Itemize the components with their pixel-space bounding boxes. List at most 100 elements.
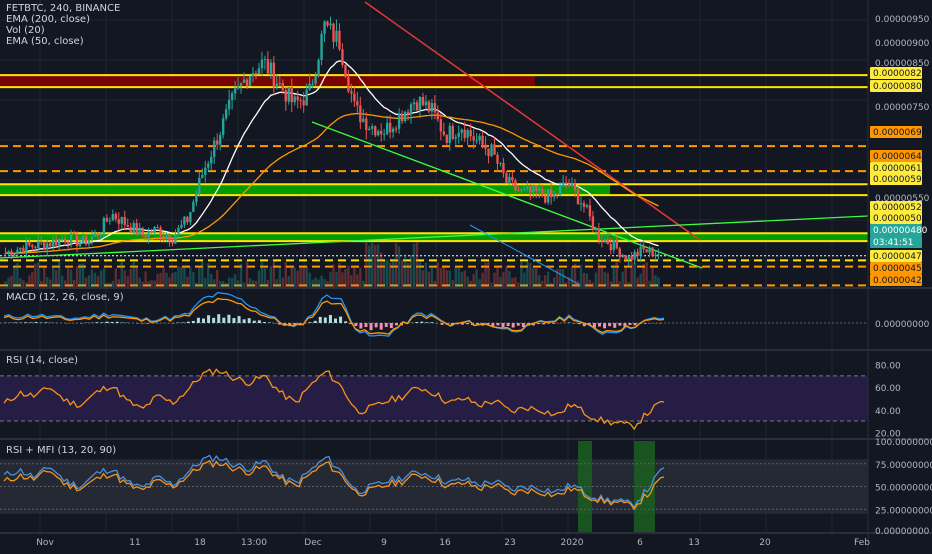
macd-histogram-bar	[309, 322, 312, 323]
price-tag-label: 0.00000459	[873, 264, 928, 274]
candle-body	[162, 236, 164, 237]
candle-body	[449, 126, 451, 143]
volume-bar	[386, 260, 388, 287]
volume-bar	[276, 279, 278, 287]
candle-body	[255, 73, 257, 74]
volume-bar	[565, 282, 567, 287]
volume-bar	[103, 268, 105, 287]
volume-bar	[85, 278, 87, 287]
volume-bar	[46, 277, 48, 287]
candle-body	[350, 91, 352, 93]
macd-histogram-bar	[339, 317, 342, 323]
volume-bar	[279, 265, 281, 287]
volume-bar	[329, 272, 331, 287]
candle-body	[338, 31, 340, 49]
volume-bar	[419, 261, 421, 287]
candle-body	[550, 190, 552, 197]
candle-body	[67, 242, 69, 244]
macd-histogram-bar	[517, 323, 520, 326]
volume-bar	[377, 244, 379, 287]
volume-bar	[469, 281, 471, 287]
candle-body	[636, 252, 638, 256]
candle-body	[595, 229, 597, 230]
volume-bar	[455, 267, 457, 287]
candle-body	[124, 217, 126, 225]
candle-body	[109, 220, 111, 221]
macd-histogram-bar	[618, 323, 621, 326]
candle-body	[490, 144, 492, 156]
price-axis-label: 0.00000950	[875, 15, 930, 25]
macd-histogram-bar	[659, 323, 662, 324]
candle-body	[64, 239, 66, 242]
candle-body	[52, 240, 54, 247]
volume-bar	[398, 246, 400, 287]
candle-body	[225, 109, 227, 118]
candle-body	[106, 218, 108, 222]
candle-body	[520, 190, 522, 191]
volume-bar	[231, 278, 233, 287]
candle-body	[568, 184, 570, 186]
candle-body	[517, 190, 519, 191]
macd-histogram-bar	[314, 321, 317, 323]
volume-bar	[622, 272, 624, 287]
volume-bar	[645, 262, 647, 287]
volume-bar	[619, 281, 621, 287]
volume-bar	[13, 267, 15, 287]
candle-body	[85, 236, 87, 245]
volume-bar	[305, 266, 307, 287]
rsi-pane	[0, 369, 868, 429]
price-tags: 0.000008260.000008030.000006900.00000642…	[870, 67, 928, 286]
volume-bar	[633, 263, 635, 287]
macd-histogram-bar	[268, 322, 271, 323]
candle-body	[383, 134, 385, 135]
volume-bar	[234, 274, 236, 287]
candle-body	[201, 175, 203, 178]
macd-histogram-bar	[14, 322, 17, 323]
candle-body	[28, 242, 30, 245]
candle-body	[499, 163, 501, 164]
volume-bar	[213, 279, 215, 287]
volume-bar	[586, 274, 588, 287]
macd-histogram-bar	[542, 323, 545, 324]
volume-bar	[127, 276, 129, 287]
volume-bar	[458, 268, 460, 287]
candle-body	[204, 168, 206, 175]
macd-histogram-bar	[80, 323, 83, 324]
volume-bar	[165, 273, 167, 287]
candle-body	[317, 60, 319, 76]
candle-body	[219, 135, 221, 145]
time-axis-label: 6	[637, 538, 643, 548]
candle-body	[502, 163, 504, 173]
candle-body	[210, 157, 212, 164]
volume-bar	[392, 260, 394, 287]
volume-bar	[639, 274, 641, 287]
macd-histogram-bar	[628, 323, 631, 325]
trendlines	[0, 2, 868, 285]
candle-body	[138, 228, 140, 235]
volume-bars	[4, 241, 659, 287]
volume-bar	[273, 262, 275, 287]
macd-histogram-bar	[573, 323, 576, 324]
volume-bar	[22, 280, 24, 287]
volume-bar	[642, 264, 644, 287]
macd-histogram-bar	[359, 323, 362, 329]
volume-bar	[380, 253, 382, 287]
volume-bar	[156, 274, 158, 287]
time-axis-label: Nov	[36, 538, 54, 548]
candle-body	[267, 59, 269, 73]
volume-bar	[514, 277, 516, 287]
volume-bar	[70, 270, 72, 287]
volume-bar	[428, 272, 430, 287]
volume-bar	[532, 268, 534, 287]
volume-bar	[416, 242, 418, 287]
volume-bar	[449, 270, 451, 287]
volume-bar	[195, 283, 197, 287]
volume-bar	[502, 272, 504, 287]
candle-body	[82, 236, 84, 243]
candle-body	[437, 113, 439, 120]
volume-bar	[487, 262, 489, 287]
macd-histogram-bar	[212, 318, 215, 323]
price-tag-label: 0.00000423	[873, 276, 927, 286]
